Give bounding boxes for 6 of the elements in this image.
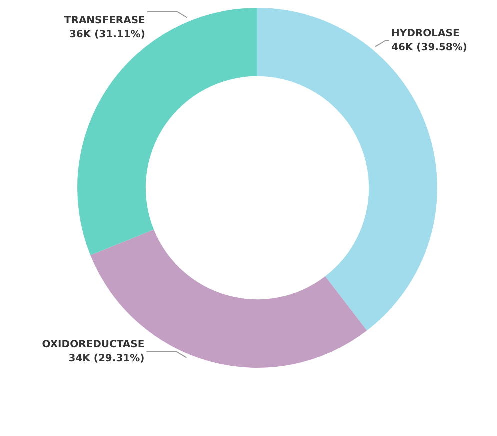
- data-label: 46K (39.58%): [392, 42, 468, 54]
- slice-label: OXIDOREDUCTASE: [42, 339, 145, 350]
- data-label: 36K (31.11%): [69, 30, 146, 41]
- slice-label: TRANSFERASE: [64, 16, 146, 27]
- data-label: 34K (29.31%): [68, 353, 145, 364]
- slice-label: HYDROLASE: [392, 28, 460, 40]
